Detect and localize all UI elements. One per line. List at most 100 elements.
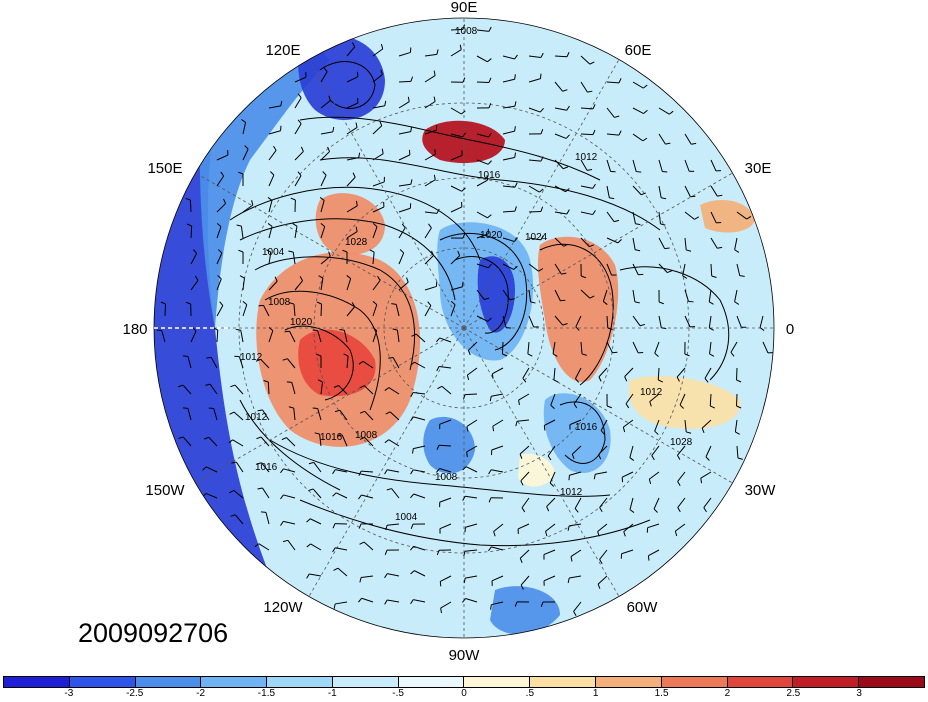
- meridian-line: [463, 59, 620, 329]
- isobar-contour: [239, 399, 341, 491]
- wind-barb: [621, 471, 634, 483]
- wind-barb: [528, 73, 542, 83]
- wind-barb: [514, 601, 530, 607]
- wind-barb: [268, 276, 278, 291]
- wind-barb: [372, 223, 378, 239]
- wind-barb: [439, 419, 452, 430]
- wind-barb: [632, 289, 640, 304]
- wind-barb: [736, 315, 747, 328]
- isobar-contour: [264, 290, 381, 411]
- wind-barb: [580, 55, 595, 65]
- wind-barb: [488, 546, 504, 552]
- wind-barb: [294, 146, 304, 161]
- wind-barb: [570, 549, 582, 562]
- wind-barb: [337, 434, 348, 447]
- wind-barb: [705, 445, 712, 461]
- colorbar-cell: [332, 677, 399, 687]
- wind-barb: [580, 159, 593, 171]
- wind-barb: [450, 107, 466, 115]
- wind-barb: [202, 466, 218, 473]
- longitude-label: 180: [122, 321, 147, 338]
- wind-barb: [502, 126, 516, 135]
- wind-barb: [476, 132, 492, 138]
- isobar-contour: [299, 499, 651, 547]
- wind-barb: [229, 489, 244, 499]
- colorbar-cell: [793, 677, 860, 687]
- wind-barb: [684, 211, 700, 220]
- wind-barb: [332, 469, 348, 475]
- wind-barb: [658, 185, 667, 200]
- wind-barb: [346, 122, 358, 135]
- colorbar-tick-label: -1: [327, 688, 337, 699]
- wind-barb: [346, 200, 358, 213]
- wind-barb: [398, 277, 409, 291]
- wind-barb: [320, 171, 327, 187]
- wind-barb: [257, 409, 270, 421]
- wind-barb: [385, 523, 400, 531]
- wind-barb: [700, 471, 712, 484]
- wind-barb: [543, 419, 556, 431]
- wind-barb: [580, 183, 596, 189]
- wind-barb: [410, 469, 426, 475]
- wind-barb: [528, 289, 536, 304]
- wind-barb: [238, 171, 244, 187]
- wind-barb: [502, 206, 517, 213]
- wind-barb: [502, 263, 518, 270]
- wind-barb: [632, 315, 646, 327]
- wind-barb: [216, 275, 222, 291]
- wind-barb: [231, 461, 244, 473]
- colorbar-tick-label: 2: [724, 688, 731, 699]
- wind-barb: [318, 275, 324, 291]
- colorbar-cell: [859, 677, 924, 687]
- wind-barb: [580, 237, 595, 248]
- wind-barb: [216, 301, 224, 317]
- wind-barb: [543, 575, 556, 586]
- wind-barb: [476, 77, 492, 83]
- wind-barb: [476, 175, 489, 187]
- wind-barb: [554, 315, 568, 326]
- wind-barb: [294, 72, 307, 83]
- wind-barb: [550, 393, 556, 409]
- wind-barb: [658, 133, 671, 145]
- wind-barb: [436, 468, 452, 473]
- wind-barb: [450, 132, 466, 138]
- pacific-high-region: [298, 329, 376, 397]
- colorbar-tick-label: 1.5: [654, 688, 669, 699]
- wind-barb: [463, 549, 478, 557]
- wind-barb: [333, 601, 348, 609]
- meridian-line: [195, 327, 465, 484]
- wind-barb: [294, 93, 302, 109]
- colorbar-cell: [4, 677, 70, 687]
- wind-barb: [333, 385, 348, 395]
- wind-barb: [424, 149, 436, 161]
- wind-barb: [290, 197, 296, 213]
- contour-label: 1012: [715, 137, 738, 148]
- longitude-label: 90W: [449, 647, 481, 664]
- wind-barb: [333, 567, 348, 577]
- colorbar-cell: [530, 677, 597, 687]
- contour-label: 1008: [455, 26, 478, 37]
- wind-barb: [280, 494, 296, 500]
- wind-barb: [384, 387, 400, 395]
- wind-barb: [424, 70, 436, 83]
- polar-map: 1008 1012 1016 1020 1024 1028 1004 1008 1012 1016…: [122, 0, 794, 664]
- wind-barb: [241, 119, 247, 135]
- colorbar-tick-label: -2.5: [126, 688, 144, 699]
- wind-barb: [282, 358, 296, 369]
- wind-barb: [282, 539, 296, 551]
- wind-barb: [308, 488, 322, 499]
- wind-barb: [372, 176, 385, 187]
- wind-barb: [342, 249, 348, 265]
- wind-barb: [256, 436, 270, 447]
- wind-barb: [710, 159, 722, 172]
- wind-barb: [606, 78, 622, 84]
- wind-barb: [359, 410, 374, 421]
- wind-barb: [646, 523, 660, 533]
- wind-barb: [203, 436, 218, 447]
- wind-barb: [490, 601, 504, 610]
- labrador-warm-region: [518, 453, 555, 487]
- wind-barb: [242, 200, 254, 213]
- wind-barb: [491, 445, 504, 456]
- wind-barb: [502, 237, 518, 242]
- wind-barb: [476, 263, 492, 269]
